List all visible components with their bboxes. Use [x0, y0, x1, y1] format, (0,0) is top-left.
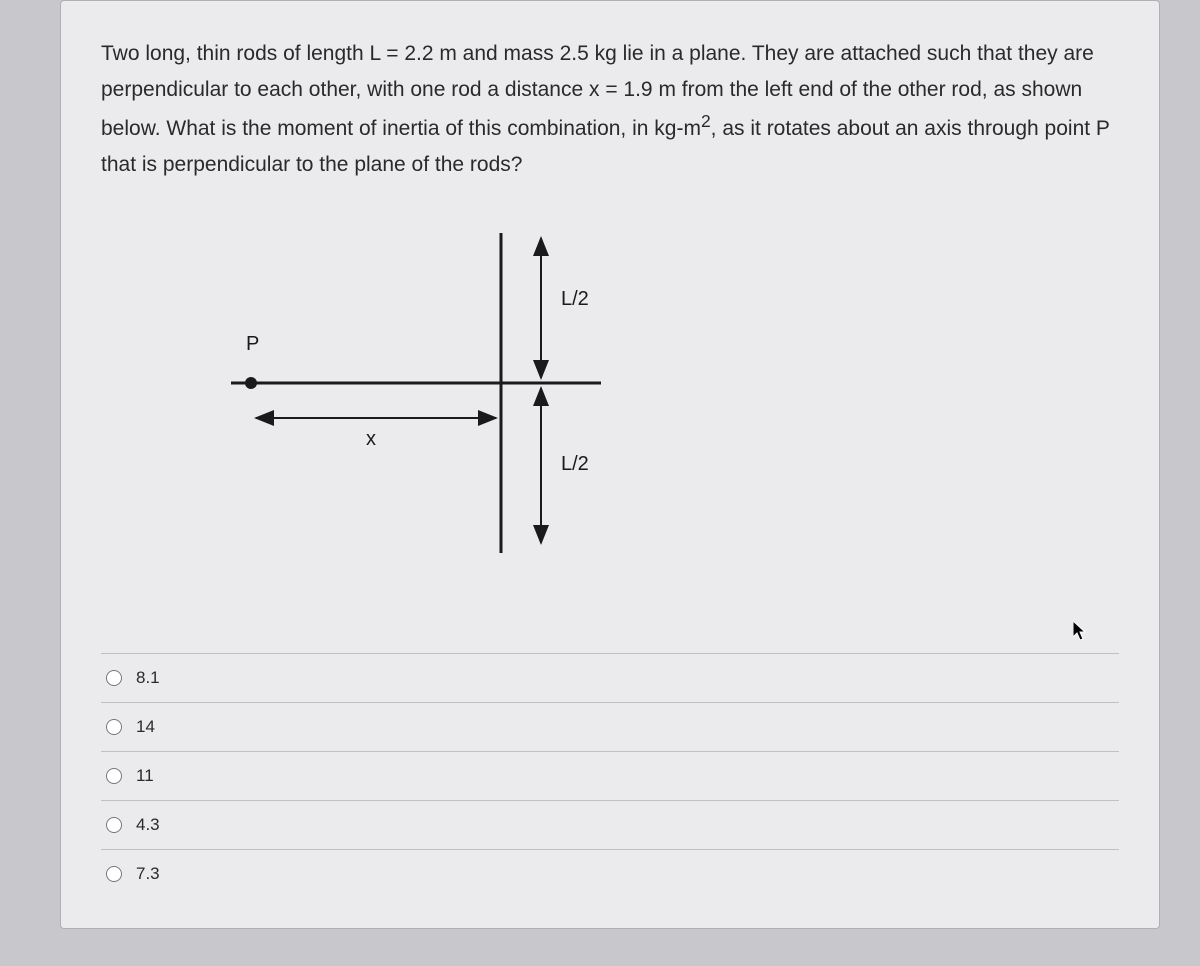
- option-item[interactable]: 8.1: [101, 653, 1119, 702]
- option-item[interactable]: 14: [101, 702, 1119, 751]
- question-superscript: 2: [701, 111, 711, 131]
- question-container: Two long, thin rods of length L = 2.2 m …: [60, 0, 1160, 929]
- cursor-icon: [1073, 621, 1089, 649]
- option-radio[interactable]: [106, 768, 122, 784]
- option-radio[interactable]: [106, 719, 122, 735]
- option-radio[interactable]: [106, 670, 122, 686]
- label-l-half-bottom: L/2: [561, 453, 589, 476]
- label-p: P: [246, 333, 259, 356]
- option-label: 4.3: [136, 815, 160, 835]
- question-text: Two long, thin rods of length L = 2.2 m …: [101, 36, 1119, 183]
- label-x: x: [366, 428, 376, 451]
- diagram-container: P x L/2 L/2: [201, 213, 701, 613]
- options-list: 8.1 14 11 4.3 7.3: [101, 653, 1119, 898]
- option-radio[interactable]: [106, 866, 122, 882]
- rods-diagram: [201, 213, 701, 613]
- point-p-marker: [245, 377, 257, 389]
- option-item[interactable]: 4.3: [101, 800, 1119, 849]
- option-label: 7.3: [136, 864, 160, 884]
- option-label: 14: [136, 717, 155, 737]
- option-label: 11: [136, 766, 154, 786]
- option-label: 8.1: [136, 668, 160, 688]
- option-radio[interactable]: [106, 817, 122, 833]
- label-l-half-top: L/2: [561, 288, 589, 311]
- option-item[interactable]: 11: [101, 751, 1119, 800]
- option-item[interactable]: 7.3: [101, 849, 1119, 898]
